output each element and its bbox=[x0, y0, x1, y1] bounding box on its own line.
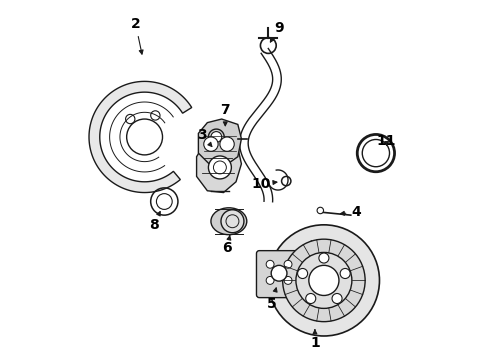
Circle shape bbox=[211, 132, 221, 142]
Circle shape bbox=[271, 265, 287, 281]
Circle shape bbox=[297, 269, 308, 279]
Ellipse shape bbox=[211, 208, 247, 235]
Text: 8: 8 bbox=[148, 212, 160, 232]
Circle shape bbox=[204, 137, 218, 151]
Circle shape bbox=[306, 293, 316, 303]
Circle shape bbox=[284, 276, 292, 284]
Circle shape bbox=[266, 260, 274, 268]
Circle shape bbox=[284, 260, 292, 268]
Circle shape bbox=[221, 210, 244, 233]
FancyBboxPatch shape bbox=[256, 251, 302, 298]
Text: 4: 4 bbox=[341, 205, 361, 219]
Circle shape bbox=[208, 156, 231, 179]
Text: 7: 7 bbox=[220, 103, 230, 126]
Circle shape bbox=[319, 253, 329, 263]
Text: 1: 1 bbox=[310, 330, 320, 350]
Polygon shape bbox=[89, 81, 192, 193]
Polygon shape bbox=[198, 119, 242, 166]
Circle shape bbox=[317, 207, 323, 214]
Circle shape bbox=[269, 225, 379, 336]
Circle shape bbox=[275, 267, 283, 275]
Circle shape bbox=[340, 269, 350, 279]
Circle shape bbox=[309, 265, 339, 296]
Polygon shape bbox=[196, 137, 242, 193]
Text: 11: 11 bbox=[377, 134, 396, 148]
Circle shape bbox=[220, 137, 234, 151]
Text: 9: 9 bbox=[270, 21, 284, 42]
Text: 5: 5 bbox=[267, 288, 277, 311]
Text: 6: 6 bbox=[222, 235, 232, 255]
Circle shape bbox=[283, 239, 365, 321]
Text: 10: 10 bbox=[251, 177, 277, 190]
Circle shape bbox=[296, 252, 352, 309]
Text: 2: 2 bbox=[131, 17, 143, 54]
Text: 3: 3 bbox=[197, 128, 212, 147]
Circle shape bbox=[332, 293, 342, 303]
Circle shape bbox=[266, 276, 274, 284]
